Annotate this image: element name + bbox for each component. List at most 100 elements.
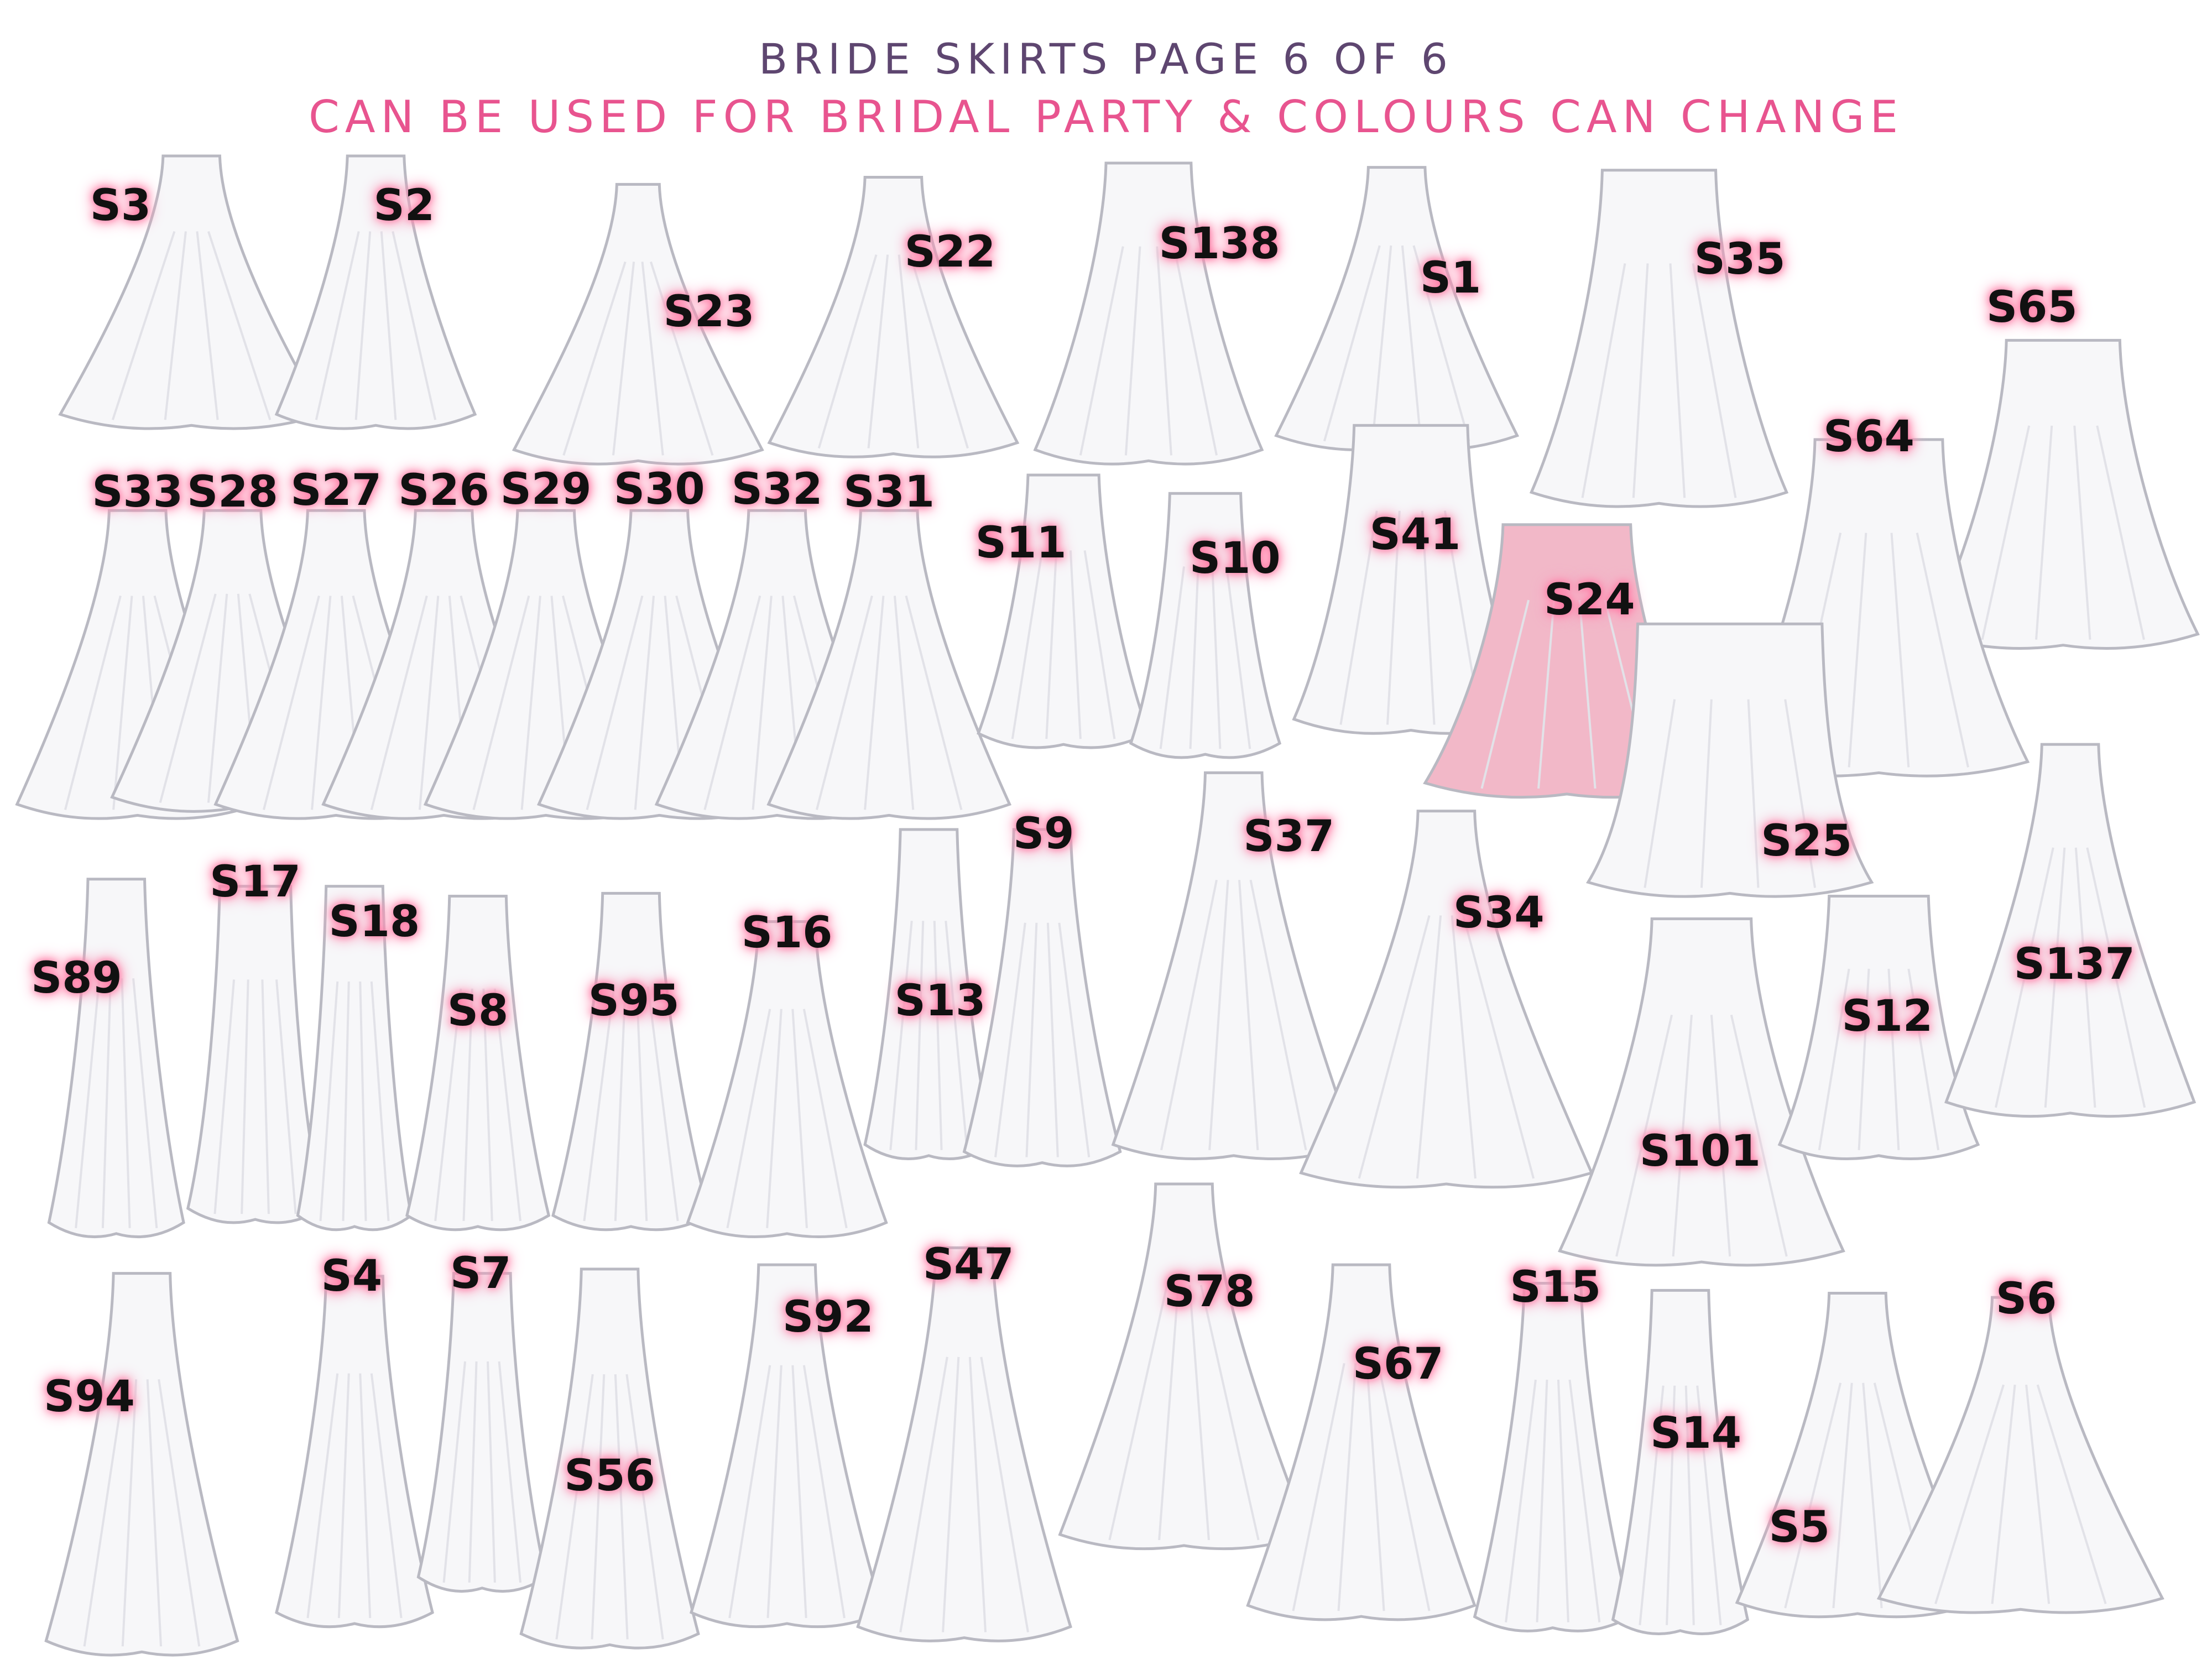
skirt-s25 (1585, 622, 1874, 898)
skirt-label: S7 (450, 1248, 512, 1298)
skirt-label: S41 (1369, 509, 1461, 560)
skirt-fold (482, 988, 493, 1222)
skirt-label: S9 (1013, 808, 1074, 859)
skirt-fold (898, 254, 920, 448)
skirt-s4 (275, 1275, 434, 1629)
skirt-fold (1462, 915, 1535, 1179)
skirt-s34 (1299, 810, 1594, 1189)
skirt-fold (1480, 599, 1530, 789)
skirt-shape (47, 878, 185, 1239)
skirt-fold (337, 1373, 350, 1618)
skirt-fold (75, 978, 101, 1228)
skirt-fold (1412, 245, 1470, 442)
skirt-s13 (863, 828, 994, 1161)
skirt-fold (1557, 1379, 1569, 1623)
skirt-fold (766, 1365, 782, 1619)
skirt-fold (802, 1009, 848, 1229)
skirt-shape (767, 176, 1020, 458)
skirt-fold (1045, 550, 1058, 739)
skirt-label: S28 (187, 467, 278, 517)
skirt-fold (1907, 968, 1940, 1151)
skirt-fold (83, 1379, 126, 1647)
skirt-fold (1371, 245, 1392, 441)
skirt-fold (354, 231, 372, 420)
skirt-label: S16 (741, 908, 833, 958)
skirt-fold (315, 231, 360, 420)
skirt-fold (726, 1009, 771, 1229)
skirt-fold (1238, 880, 1259, 1150)
skirt-fold (1832, 1383, 1853, 1609)
skirt-fold (1568, 1379, 1601, 1623)
skirt-fold (1011, 550, 1044, 739)
skirt-shape (1558, 917, 1845, 1267)
skirt-fold (1784, 699, 1817, 888)
skirt-fold (1323, 245, 1381, 442)
skirt-shape (1246, 1263, 1477, 1621)
skirt-fold (2074, 847, 2096, 1108)
skirt-label: S30 (613, 464, 705, 514)
skirt-fold (380, 231, 397, 420)
skirt-fold (1730, 1014, 1788, 1257)
skirt-shape (416, 1272, 548, 1593)
skirt-label: S31 (843, 467, 935, 517)
skirt-fold (650, 261, 714, 456)
skirt-shape (1926, 338, 2200, 650)
skirt-s56 (519, 1267, 700, 1650)
skirt-shape (519, 1267, 700, 1650)
skirt-s137 (1944, 743, 2197, 1118)
skirt-s138 (1033, 161, 1264, 466)
skirt-fold (1684, 1385, 1695, 1625)
skirt-s35 (1529, 169, 1789, 508)
skirt-fold (555, 1374, 594, 1640)
skirt-fold (1536, 1379, 1548, 1623)
skirt-fold (1700, 699, 1713, 888)
skirt-label: S37 (1243, 811, 1335, 862)
skirt-label: S25 (1761, 816, 1853, 866)
skirt-fold (520, 596, 541, 810)
skirt-shape (1111, 771, 1356, 1161)
skirt-fold (342, 981, 350, 1221)
skirt-shape (1611, 1288, 1750, 1635)
skirt-fold (121, 978, 131, 1228)
skirt-label: S56 (564, 1451, 655, 1501)
skirt-fold (1672, 1015, 1693, 1257)
skirt-fold (802, 1365, 846, 1619)
skirt-fold (112, 596, 133, 810)
skirt-fold (241, 979, 249, 1214)
skirt-shape (1129, 492, 1282, 759)
skirt-fold (164, 231, 187, 420)
skirt-fold (586, 595, 644, 810)
skirt-s3 (58, 154, 325, 430)
skirt-label: S8 (447, 986, 509, 1036)
skirt-fold (207, 593, 228, 803)
skirt-shape (58, 154, 325, 430)
skirt-shape (1876, 1296, 2164, 1614)
skirt-fold (968, 1357, 987, 1632)
skirt-fold (994, 922, 1026, 1157)
skirt-fold (817, 254, 878, 449)
skirt-fold (766, 1009, 782, 1228)
skirt-fold (1581, 263, 1626, 498)
skirt-fold (261, 979, 270, 1214)
skirt-fold (1156, 246, 1172, 456)
skirt-s65 (1926, 338, 2200, 650)
skirt-fold (614, 987, 627, 1222)
skirt-shape (551, 891, 711, 1232)
skirt-label: S24 (1543, 575, 1635, 625)
skirt-fold (635, 987, 648, 1222)
skirt-fold (1160, 879, 1218, 1151)
skirt-fold (1669, 263, 1686, 498)
skirt-fold (1386, 510, 1401, 725)
skirt-s78 (1058, 1182, 1310, 1551)
skirt-shape (275, 1275, 434, 1629)
skirt-s92 (689, 1263, 885, 1629)
skirt-fold (1696, 1385, 1722, 1625)
skirt-s6 (1876, 1296, 2164, 1614)
skirt-s31 (766, 509, 1012, 820)
skirt-fold (1639, 1385, 1665, 1625)
skirt-fold (1083, 550, 1116, 739)
skirt-fold (2035, 425, 2053, 640)
skirt-s15 (1473, 1282, 1632, 1632)
skirt-label: S15 (1510, 1262, 1601, 1313)
skirt-fold (641, 262, 664, 456)
